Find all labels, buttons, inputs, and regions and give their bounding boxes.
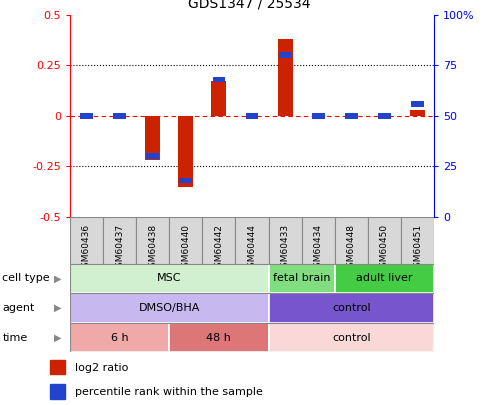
- Text: control: control: [332, 333, 371, 343]
- Text: 6 h: 6 h: [111, 333, 128, 343]
- Bar: [268, 264, 335, 293]
- Text: DMSO/BHA: DMSO/BHA: [139, 303, 200, 313]
- Text: GSM60444: GSM60444: [248, 224, 256, 273]
- Text: GSM60436: GSM60436: [82, 224, 91, 273]
- Text: fetal brain: fetal brain: [273, 273, 330, 283]
- Bar: [277, 39, 292, 116]
- Bar: [180, 178, 192, 183]
- Bar: [335, 264, 434, 293]
- Bar: [145, 116, 160, 160]
- Text: ▶: ▶: [53, 333, 61, 343]
- Bar: [312, 113, 324, 119]
- Text: control: control: [332, 303, 371, 313]
- Bar: [411, 101, 424, 107]
- Text: GSM60442: GSM60442: [215, 224, 224, 273]
- Text: ▶: ▶: [53, 303, 61, 313]
- Text: percentile rank within the sample: percentile rank within the sample: [75, 387, 263, 397]
- Text: GSM60434: GSM60434: [314, 224, 323, 273]
- Text: GDS1347 / 25534: GDS1347 / 25534: [188, 0, 311, 11]
- Text: GSM60438: GSM60438: [148, 224, 157, 273]
- Text: time: time: [2, 333, 28, 343]
- Bar: [70, 264, 268, 293]
- Text: agent: agent: [2, 303, 35, 313]
- Bar: [70, 323, 169, 352]
- Bar: [169, 217, 202, 264]
- Bar: [236, 217, 268, 264]
- Text: GSM60448: GSM60448: [347, 224, 356, 273]
- Bar: [268, 323, 434, 352]
- Bar: [401, 217, 434, 264]
- Bar: [80, 113, 93, 119]
- Text: GSM60451: GSM60451: [413, 224, 422, 273]
- Bar: [146, 153, 159, 159]
- Text: GSM60433: GSM60433: [280, 224, 289, 273]
- Bar: [213, 77, 225, 82]
- Bar: [202, 217, 236, 264]
- Bar: [335, 217, 368, 264]
- Bar: [268, 293, 434, 323]
- Bar: [302, 217, 335, 264]
- Text: cell type: cell type: [2, 273, 50, 283]
- Text: GSM60437: GSM60437: [115, 224, 124, 273]
- Bar: [279, 52, 291, 58]
- Text: adult liver: adult liver: [356, 273, 413, 283]
- Text: log2 ratio: log2 ratio: [75, 363, 128, 373]
- Bar: [268, 217, 302, 264]
- Bar: [113, 113, 126, 119]
- Bar: [169, 323, 268, 352]
- Bar: [50, 384, 65, 399]
- Bar: [378, 113, 391, 119]
- Text: GSM60450: GSM60450: [380, 224, 389, 273]
- Bar: [212, 81, 227, 116]
- Text: MSC: MSC: [157, 273, 182, 283]
- Bar: [70, 217, 103, 264]
- Bar: [50, 360, 65, 375]
- Bar: [345, 113, 358, 119]
- Bar: [178, 116, 193, 187]
- Bar: [136, 217, 169, 264]
- Bar: [70, 293, 268, 323]
- Bar: [368, 217, 401, 264]
- Bar: [410, 110, 425, 116]
- Text: GSM60440: GSM60440: [181, 224, 190, 273]
- Bar: [103, 217, 136, 264]
- Bar: [246, 113, 258, 119]
- Text: ▶: ▶: [53, 273, 61, 283]
- Text: 48 h: 48 h: [207, 333, 232, 343]
